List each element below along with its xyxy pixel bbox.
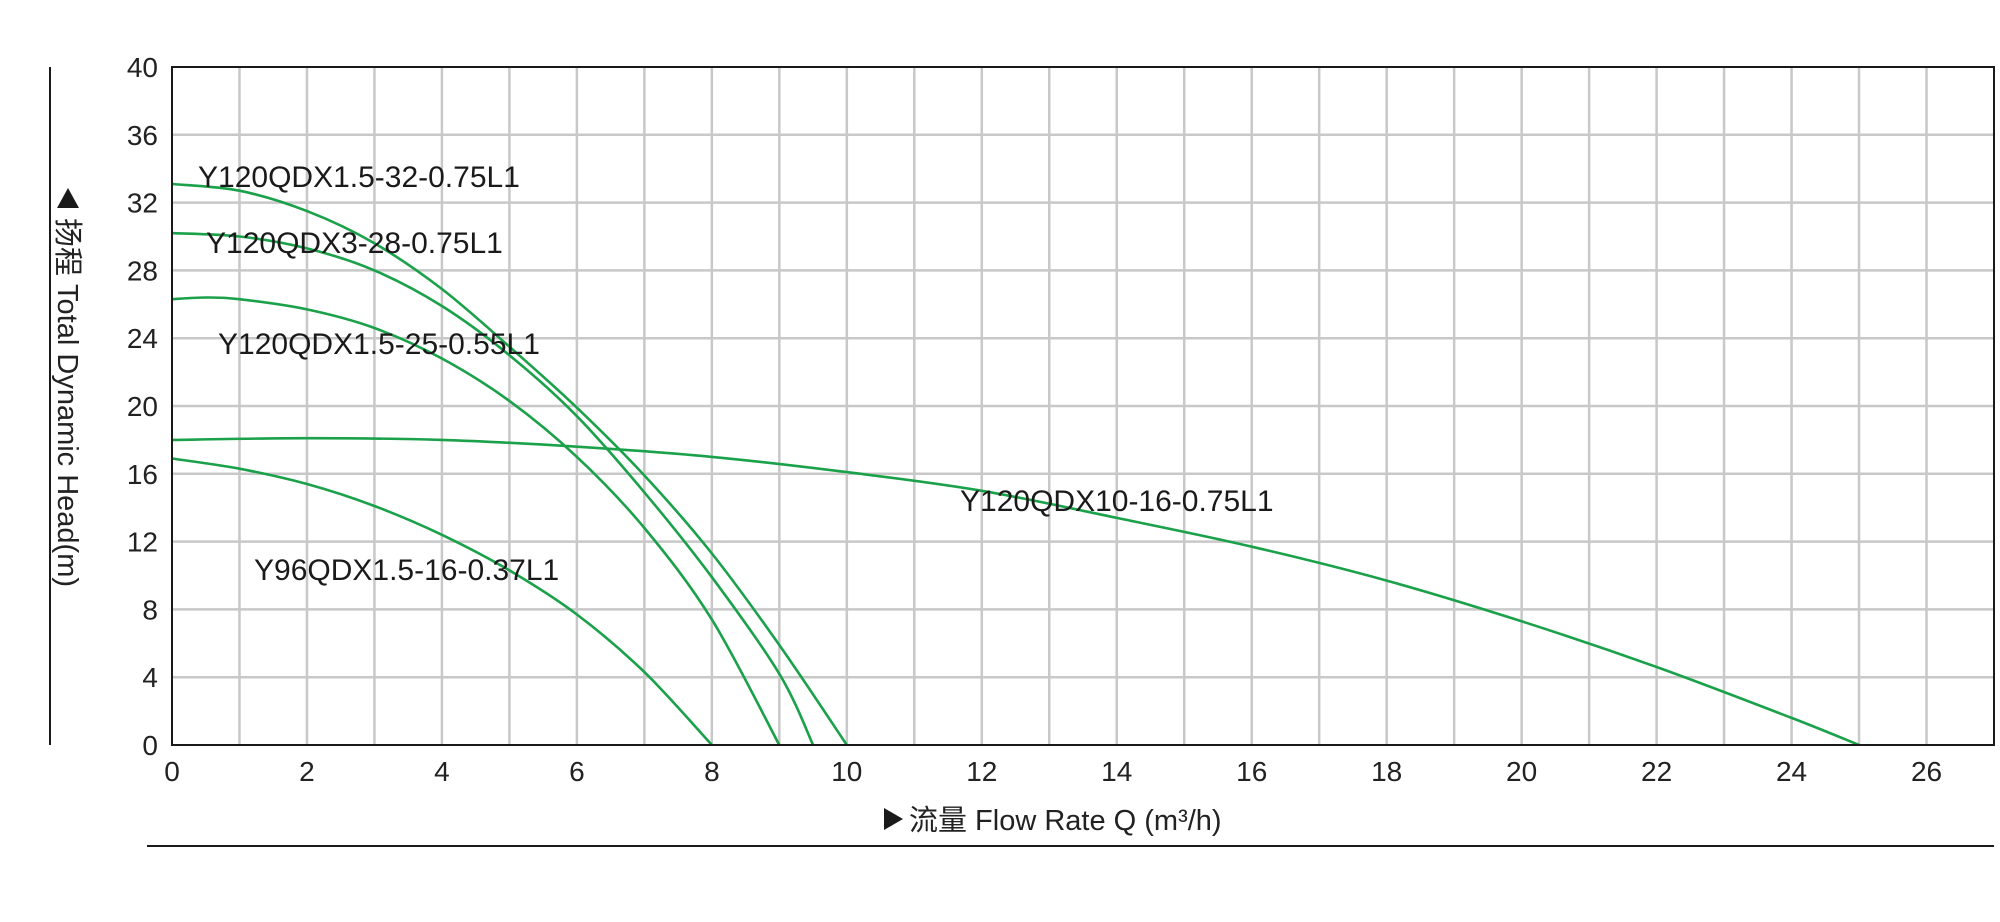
x-tick-label: 26 [1911,756,1942,787]
series-label: Y96QDX1.5-16-0.37L1 [254,554,559,587]
grid [172,67,1994,745]
x-tick-label: 0 [164,756,180,787]
x-tick-label: 20 [1506,756,1537,787]
series-label: Y120QDX1.5-32-0.75L1 [198,161,520,194]
x-tick-label: 8 [704,756,720,787]
y-tick-label: 20 [127,391,158,422]
x-tick-label: 12 [966,756,997,787]
x-tick-label: 16 [1236,756,1267,787]
x-axis-arrow-icon [884,808,903,830]
y-tick-label: 24 [127,323,158,354]
x-tick-label: 2 [299,756,315,787]
plot-frame [171,66,1995,746]
y-axis-title: 扬程 Total Dynamic Head(m) [51,218,84,587]
x-tick-label: 24 [1776,756,1807,787]
x-tick-label: 10 [831,756,862,787]
y-tick-label: 28 [127,255,158,286]
tick-labels: 0 2 4 6 8 10 12 14 16 18 20 22 24 2604812162024283236… [127,52,1942,787]
y-axis-arrow-icon [57,188,79,208]
series-label: Y120QDX1.5-25-0.55L1 [218,328,540,361]
y-tick-label: 32 [127,188,158,219]
series-line [171,182,848,746]
x-tick-label: 14 [1101,756,1132,787]
y-tick-label: 4 [142,662,158,693]
x-axis-title: 流量 Flow Rate Q (m³/h) [909,804,1222,837]
y-tick-label: 0 [142,730,158,761]
series-line [171,457,713,746]
y-tick-label: 8 [142,594,158,625]
curve-labels: Y120QDX1.5-32-0.75L1 Y120QDX3-28-0.75L1 Y1… [198,161,1274,587]
y-tick-label: 16 [127,459,158,490]
x-tick-label: 6 [569,756,585,787]
series-line [171,231,815,746]
series-line [171,296,781,746]
x-tick-label: 18 [1371,756,1402,787]
series-label: Y120QDX3-28-0.75L1 [206,227,503,260]
curves [171,182,1860,747]
x-tick-label: 4 [434,756,450,787]
series-line [171,436,1860,747]
y-tick-label: 12 [127,527,158,558]
y-tick-label: 40 [127,52,158,83]
y-tick-label: 36 [127,120,158,151]
series-label: Y120QDX10-16-0.75L1 [960,485,1274,518]
x-tick-label: 22 [1641,756,1672,787]
